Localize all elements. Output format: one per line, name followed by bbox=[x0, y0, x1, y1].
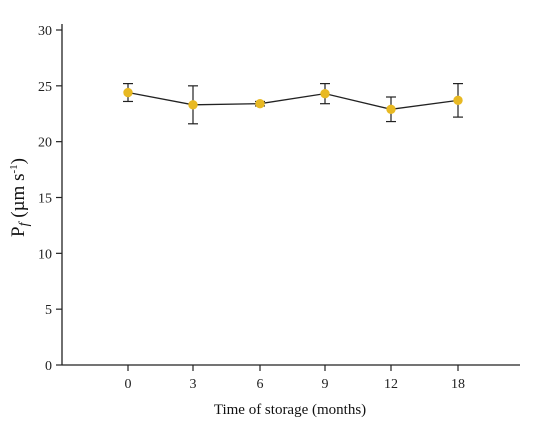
data-point bbox=[123, 87, 133, 98]
y-tick-label: 10 bbox=[38, 247, 52, 262]
y-axis-title-sub: f bbox=[17, 220, 32, 226]
y-tick-label: 30 bbox=[38, 24, 52, 39]
x-tick-label: 9 bbox=[322, 377, 329, 392]
y-ticks: 0 5 10 15 20 25 30 bbox=[38, 24, 62, 374]
y-axis-title-close: ) bbox=[8, 158, 29, 164]
data-point bbox=[188, 100, 198, 110]
y-tick-label: 20 bbox=[38, 136, 52, 151]
y-tick-label: 15 bbox=[38, 192, 52, 207]
x-tick-label: 6 bbox=[257, 377, 264, 392]
x-axis-title: Time of storage (months) bbox=[214, 402, 366, 418]
data-point bbox=[386, 104, 396, 114]
x-tick-label: 18 bbox=[451, 377, 465, 392]
x-tick-label: 0 bbox=[125, 377, 132, 392]
y-axis-title: Pf (µm s-1) bbox=[8, 158, 32, 237]
data-point bbox=[255, 99, 265, 109]
data-point bbox=[453, 95, 463, 106]
series-line bbox=[127, 91, 459, 110]
x-tick-label: 3 bbox=[190, 377, 197, 392]
data-point bbox=[320, 88, 330, 99]
x-ticks: 0 3 6 9 12 18 bbox=[125, 365, 465, 392]
y-tick-label: 0 bbox=[45, 359, 52, 374]
y-axis-title-unit: (µm s bbox=[8, 174, 29, 223]
x-tick-label: 12 bbox=[384, 377, 398, 392]
y-axis-title-main: P bbox=[8, 226, 29, 237]
y-tick-label: 25 bbox=[38, 80, 52, 95]
y-axis-title-sup: -1 bbox=[8, 164, 20, 173]
y-tick-label: 5 bbox=[45, 303, 52, 318]
series-layer bbox=[123, 82, 463, 125]
axes bbox=[61, 24, 520, 366]
